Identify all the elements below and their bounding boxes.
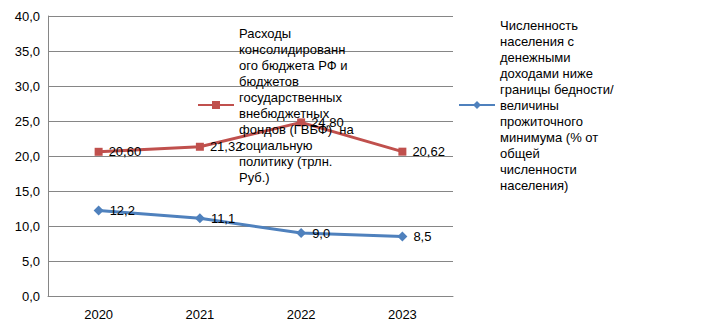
- svg-text:2021: 2021: [185, 307, 214, 322]
- svg-text:5,0: 5,0: [22, 254, 40, 269]
- svg-text:государственных: государственных: [239, 90, 346, 105]
- svg-text:11,1: 11,1: [211, 211, 235, 226]
- svg-text:25,0: 25,0: [15, 114, 40, 129]
- svg-text:населения): населения): [500, 178, 568, 193]
- svg-text:денежными: денежными: [500, 50, 574, 65]
- svg-text:20,60: 20,60: [109, 144, 142, 159]
- svg-text:внебюджетных: внебюджетных: [239, 106, 333, 121]
- svg-text:9,0: 9,0: [312, 226, 330, 241]
- svg-text:20,0: 20,0: [15, 149, 40, 164]
- svg-text:8,5: 8,5: [413, 229, 431, 244]
- svg-text:фондов (ГВБФ) на: фондов (ГВБФ) на: [239, 122, 357, 137]
- svg-text:величины: величины: [500, 98, 563, 113]
- svg-text:2023: 2023: [388, 307, 417, 322]
- svg-text:Руб.): Руб.): [239, 170, 270, 185]
- svg-text:доходами ниже: доходами ниже: [500, 66, 597, 81]
- svg-text:15,0: 15,0: [15, 184, 40, 199]
- svg-text:40,0: 40,0: [15, 9, 40, 24]
- svg-text:Расходы: Расходы: [239, 26, 295, 41]
- svg-text:20,62: 20,62: [412, 144, 445, 159]
- svg-text:35,0: 35,0: [15, 44, 40, 59]
- svg-text:бюджетов: бюджетов: [239, 74, 303, 89]
- svg-text:12,2: 12,2: [110, 203, 135, 218]
- svg-text:2020: 2020: [84, 307, 113, 322]
- svg-text:социальную: социальную: [239, 138, 316, 153]
- svg-text:21,32: 21,32: [210, 139, 243, 154]
- svg-text:минимума (% от: минимума (% от: [500, 130, 602, 145]
- svg-text:политику (трлн.: политику (трлн.: [239, 154, 336, 169]
- svg-text:численности: численности: [500, 162, 580, 177]
- svg-text:2022: 2022: [287, 307, 316, 322]
- svg-text:Численность: Численность: [500, 18, 582, 33]
- svg-text:0,0: 0,0: [22, 289, 40, 304]
- svg-text:населения с: населения с: [500, 34, 578, 49]
- svg-text:консолидированн: консолидированн: [239, 42, 345, 57]
- svg-text:общей: общей: [500, 146, 543, 161]
- svg-text:границы бедности/: границы бедности/: [500, 82, 614, 97]
- svg-text:10,0: 10,0: [15, 219, 40, 234]
- svg-text:прожиточного: прожиточного: [500, 114, 587, 129]
- svg-text:ого бюджета РФ и: ого бюджета РФ и: [239, 58, 351, 73]
- svg-text:30,0: 30,0: [15, 79, 40, 94]
